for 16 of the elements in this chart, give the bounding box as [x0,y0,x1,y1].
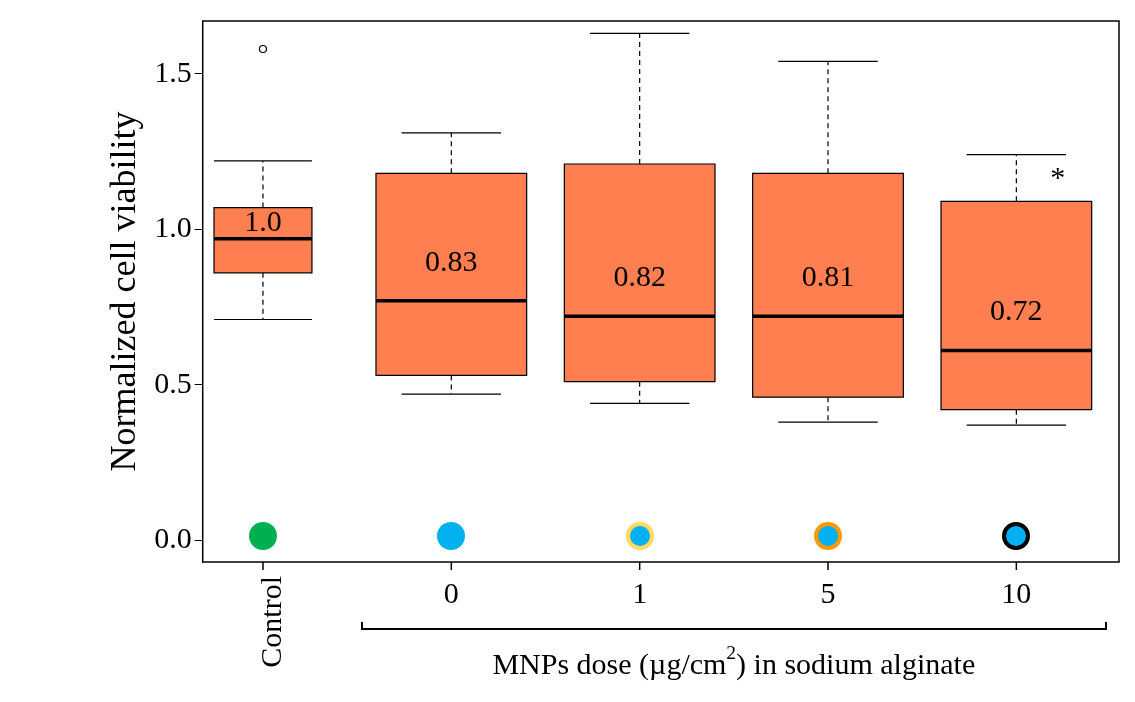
annotation: 1.0 [244,203,282,237]
x-tick-label: 0 [443,575,459,609]
annotation: * [1050,160,1066,194]
x-tick-label: 10 [1001,575,1032,609]
annotation: 0.72 [990,293,1043,327]
x-tick-label: 5 [820,575,836,609]
x-tick-label: Control [253,576,287,668]
y-tick-label: 0.5 [154,365,192,399]
y-axis-title: Normalized cell viability [103,111,144,472]
y-tick-label: 0.0 [154,521,192,555]
annotation: 0.82 [613,259,666,293]
annotation: 0.83 [425,243,478,277]
annotation: 0.81 [801,259,855,293]
y-tick-label: 1.0 [154,210,192,244]
x-tick-label: 1 [632,575,648,609]
y-tick-label: 1.5 [154,54,192,88]
